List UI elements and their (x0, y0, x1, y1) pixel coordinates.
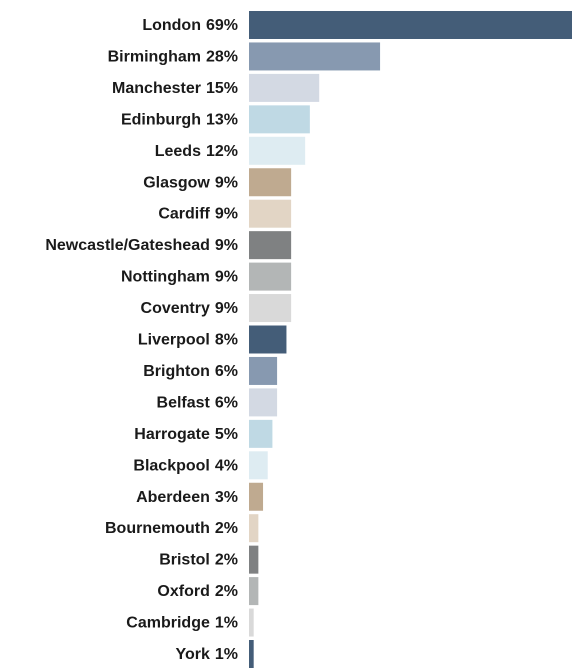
bar (249, 105, 310, 134)
category-label: Harrogate (134, 426, 210, 443)
value-label: 9% (215, 300, 238, 317)
category-label: Bristol (159, 552, 210, 569)
bar-label: Belfast 6% (157, 395, 238, 412)
value-label: 12% (206, 143, 238, 160)
category-label: Nottingham (121, 269, 210, 286)
bar-label: Edinburgh 13% (121, 112, 238, 129)
bar (249, 168, 292, 197)
value-label: 8% (215, 332, 238, 349)
category-label: Bournemouth (105, 520, 210, 537)
bar-label: Aberdeen 3% (136, 489, 238, 506)
bar-label: Nottingham 9% (121, 269, 238, 286)
bar-label: Bournemouth 2% (105, 520, 238, 537)
bar (249, 199, 292, 228)
category-label: Cambridge (126, 615, 210, 632)
bar-label: Birmingham 28% (108, 49, 238, 66)
bar-label: Newcastle/Gateshead 9% (45, 237, 238, 254)
value-label: 6% (215, 395, 238, 412)
bar (249, 514, 259, 543)
bar (249, 356, 278, 385)
bar (249, 42, 381, 71)
value-label: 15% (206, 80, 238, 97)
bar (249, 545, 259, 574)
category-label: Leeds (155, 143, 201, 160)
category-label: York (175, 646, 209, 663)
category-label: Brighton (143, 363, 210, 380)
category-label: Newcastle/Gateshead (45, 237, 210, 254)
value-label: 2% (215, 583, 238, 600)
bar-label: Brighton 6% (143, 363, 238, 380)
bar (249, 73, 320, 102)
category-label: Glasgow (143, 174, 210, 191)
bar (249, 262, 292, 291)
bar (249, 388, 278, 417)
bar (249, 482, 264, 511)
category-label: Aberdeen (136, 489, 210, 506)
value-label: 28% (206, 49, 238, 66)
value-label: 4% (215, 458, 238, 475)
category-label: Edinburgh (121, 112, 201, 129)
bar-label: Leeds 12% (155, 143, 238, 160)
category-label: Manchester (112, 80, 201, 97)
value-label: 1% (215, 646, 238, 663)
value-label: 3% (215, 489, 238, 506)
category-label: Cardiff (158, 206, 210, 223)
value-label: 1% (215, 615, 238, 632)
value-label: 69% (206, 17, 238, 34)
bar-label: Harrogate 5% (134, 426, 238, 443)
bar (249, 608, 254, 637)
bar (249, 640, 254, 668)
bar (249, 325, 287, 354)
bar-label: Manchester 15% (112, 80, 238, 97)
bar-label: London 69% (142, 17, 238, 34)
bar-label: Blackpool 4% (133, 458, 238, 475)
bar (249, 294, 292, 323)
value-label: 2% (215, 520, 238, 537)
value-label: 9% (215, 269, 238, 286)
bar (249, 231, 292, 260)
bar (249, 419, 273, 448)
value-label: 13% (206, 112, 238, 129)
value-label: 5% (215, 426, 238, 443)
bar (249, 451, 268, 480)
bar (249, 577, 259, 606)
bar-label: York 1% (175, 646, 238, 663)
value-label: 9% (215, 206, 238, 223)
bar-label: Cardiff 9% (158, 206, 238, 223)
category-label: Belfast (157, 395, 211, 412)
value-label: 9% (215, 174, 238, 191)
bar (249, 136, 306, 165)
bar (249, 11, 572, 39)
category-label: London (142, 17, 201, 34)
category-label: Birmingham (108, 49, 201, 66)
value-label: 9% (215, 237, 238, 254)
bar-label: Oxford 2% (157, 583, 238, 600)
value-label: 2% (215, 552, 238, 569)
category-label: Blackpool (133, 458, 209, 475)
bar-label: Cambridge 1% (126, 615, 238, 632)
category-label: Coventry (141, 300, 210, 317)
category-label: Oxford (157, 583, 209, 600)
category-label: Liverpool (138, 332, 210, 349)
bar-label: Liverpool 8% (138, 332, 238, 349)
bar-label: Coventry 9% (141, 300, 238, 317)
value-label: 6% (215, 363, 238, 380)
bar-label: Bristol 2% (159, 552, 238, 569)
bar-label: Glasgow 9% (143, 174, 238, 191)
